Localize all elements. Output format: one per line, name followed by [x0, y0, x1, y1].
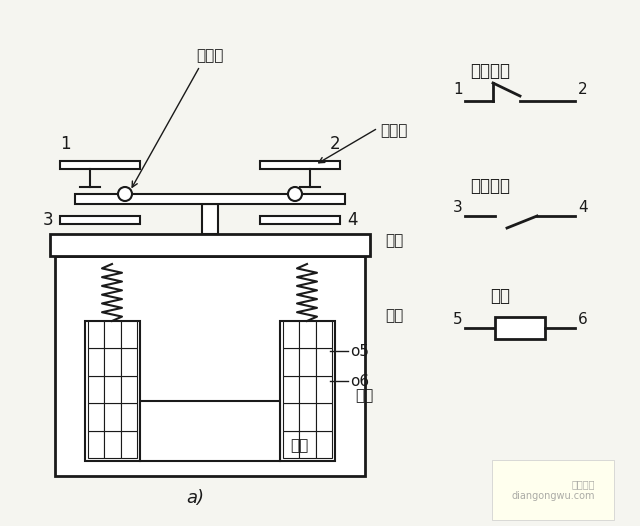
Bar — [88, 403, 104, 431]
Bar — [260, 161, 340, 169]
Bar — [316, 431, 332, 458]
Circle shape — [288, 187, 302, 201]
Bar — [121, 403, 137, 431]
Bar — [300, 321, 316, 348]
Text: o6: o6 — [350, 373, 369, 389]
Text: 线圈: 线圈 — [290, 439, 308, 453]
Bar — [260, 216, 340, 224]
Text: o5: o5 — [350, 343, 369, 359]
Bar — [300, 376, 316, 403]
Bar — [300, 348, 316, 376]
Bar — [88, 376, 104, 403]
Bar — [140, 401, 280, 461]
Bar — [316, 348, 332, 376]
Bar — [104, 321, 121, 348]
Text: 2: 2 — [330, 135, 340, 153]
Bar — [75, 194, 345, 204]
Bar — [121, 376, 137, 403]
Bar — [121, 348, 137, 376]
Text: 2: 2 — [578, 82, 588, 96]
Text: 线圈: 线圈 — [490, 287, 510, 305]
Bar — [283, 403, 300, 431]
Text: 6: 6 — [578, 312, 588, 328]
Text: 3: 3 — [453, 200, 463, 216]
Bar — [88, 431, 104, 458]
Bar — [50, 234, 370, 256]
Text: 5: 5 — [453, 312, 463, 328]
Bar — [55, 256, 365, 476]
Text: 1: 1 — [453, 82, 463, 96]
Text: 铁心: 铁心 — [385, 309, 403, 323]
Text: a): a) — [186, 489, 204, 507]
Text: 4: 4 — [578, 200, 588, 216]
Bar — [316, 376, 332, 403]
Bar — [121, 431, 137, 458]
Bar — [300, 431, 316, 458]
Bar — [104, 403, 121, 431]
Bar — [316, 321, 332, 348]
Bar — [283, 321, 300, 348]
Bar — [283, 431, 300, 458]
Text: 动触点: 动触点 — [196, 48, 224, 64]
Bar — [85, 321, 140, 461]
Text: 4: 4 — [347, 211, 357, 229]
Bar — [104, 376, 121, 403]
Bar — [60, 161, 140, 169]
Bar — [283, 348, 300, 376]
Text: 3: 3 — [43, 211, 53, 229]
Bar — [104, 348, 121, 376]
Bar — [202, 204, 218, 234]
Text: 衔铁: 衔铁 — [385, 234, 403, 248]
Text: 1: 1 — [60, 135, 70, 153]
Bar — [283, 376, 300, 403]
Circle shape — [118, 187, 132, 201]
Bar — [104, 431, 121, 458]
Bar — [280, 321, 335, 461]
Bar — [316, 403, 332, 431]
Text: 常闭触点: 常闭触点 — [470, 62, 510, 80]
Bar — [88, 321, 104, 348]
Bar — [121, 321, 137, 348]
Text: 常开触点: 常开触点 — [470, 177, 510, 195]
Text: 线圈: 线圈 — [355, 389, 373, 403]
Text: 静触点: 静触点 — [380, 124, 408, 138]
Text: 电工之屋
diangongwu.com: 电工之屋 diangongwu.com — [511, 479, 595, 501]
Bar — [495, 317, 545, 339]
Bar — [60, 216, 140, 224]
Bar — [300, 403, 316, 431]
Bar — [88, 348, 104, 376]
